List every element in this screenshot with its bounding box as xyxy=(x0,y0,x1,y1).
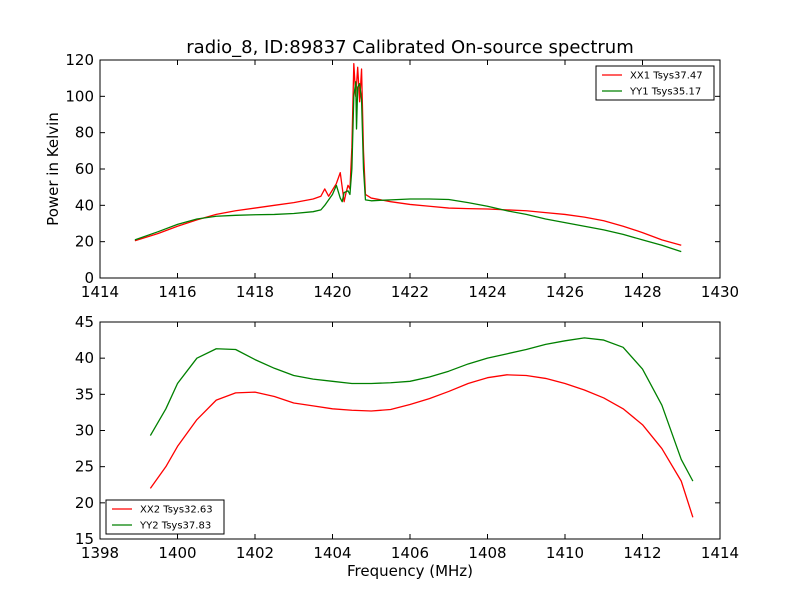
x-tick-label-bottom: 1404 xyxy=(313,544,351,562)
x-tick-label-bottom: 1400 xyxy=(158,544,196,562)
legend-bottom-label-yy2: YY2 Tsys37.83 xyxy=(139,521,211,532)
y-tick-label-bottom: 35 xyxy=(75,385,94,403)
legend-bottom: XX2 Tsys32.63 YY2 Tsys37.83 xyxy=(105,499,225,535)
x-tick-label-bottom: 1410 xyxy=(546,544,584,562)
x-tick-label-bottom: 1402 xyxy=(236,544,274,562)
x-tick-label-top: 1422 xyxy=(391,283,429,301)
x-tick-label-top: 1416 xyxy=(158,283,196,301)
y-tick-label-bottom: 30 xyxy=(75,422,94,440)
y-tick-label-top: 20 xyxy=(75,233,94,251)
plot-bottom-ticks: 1398 1400 1402 1404 1406 1408 1410 1412 1414 15 20… xyxy=(75,313,739,562)
x-tick-label-top: 1414 xyxy=(81,283,119,301)
x-tick-label-top: 1424 xyxy=(468,283,506,301)
y-tick-label-bottom: 45 xyxy=(75,313,94,331)
x-tick-label-bottom: 1414 xyxy=(701,544,739,562)
x-tick-label-top: 1420 xyxy=(313,283,351,301)
legend-top-label-yy1: YY1 Tsys35.17 xyxy=(629,87,701,98)
y-tick-label-bottom: 15 xyxy=(75,530,94,548)
x-tick-label-bottom: 1398 xyxy=(81,544,119,562)
x-tick-label-bottom: 1408 xyxy=(468,544,506,562)
x-axis-label-bottom: Frequency (MHz) xyxy=(347,562,473,580)
y-tick-label-top: 0 xyxy=(84,269,94,287)
plot-top-ticks: 1414 1416 1418 1420 1422 1424 1426 1428 1430 0 20 4… xyxy=(65,51,739,301)
y-tick-label-bottom: 25 xyxy=(75,458,94,476)
plot-bottom-series xyxy=(149,337,694,518)
legend-bottom-label-xx2: XX2 Tsys32.63 xyxy=(140,505,213,516)
y-tick-label-top: 100 xyxy=(65,87,94,105)
y-tick-label-top: 40 xyxy=(75,196,94,214)
x-tick-label-top: 1428 xyxy=(623,283,661,301)
y-tick-label-top: 60 xyxy=(75,160,94,178)
x-tick-label-top: 1430 xyxy=(701,283,739,301)
legend-top-label-xx1: XX1 Tsys37.47 xyxy=(630,71,703,82)
series-line-top-2 xyxy=(134,81,682,253)
x-tick-label-top: 1426 xyxy=(546,283,584,301)
y-tick-label-bottom: 40 xyxy=(75,349,94,367)
legend-bottom-box xyxy=(105,499,225,535)
x-tick-label-top: 1418 xyxy=(236,283,274,301)
series-line-bottom-1 xyxy=(149,374,694,518)
legend-top: XX1 Tsys37.47 YY1 Tsys35.17 xyxy=(595,65,715,101)
plot-top-series xyxy=(134,62,682,253)
x-tick-label-bottom: 1412 xyxy=(623,544,661,562)
y-axis-label-top: Power in Kelvin xyxy=(44,112,62,226)
y-tick-label-bottom: 20 xyxy=(75,494,94,512)
y-tick-label-top: 120 xyxy=(65,51,94,69)
x-tick-label-bottom: 1406 xyxy=(391,544,429,562)
y-tick-label-top: 80 xyxy=(75,124,94,142)
chart-title-top: radio_8, ID:89837 Calibrated On-source s… xyxy=(186,37,633,58)
legend-top-box xyxy=(595,65,715,101)
series-line-bottom-2 xyxy=(149,337,694,482)
